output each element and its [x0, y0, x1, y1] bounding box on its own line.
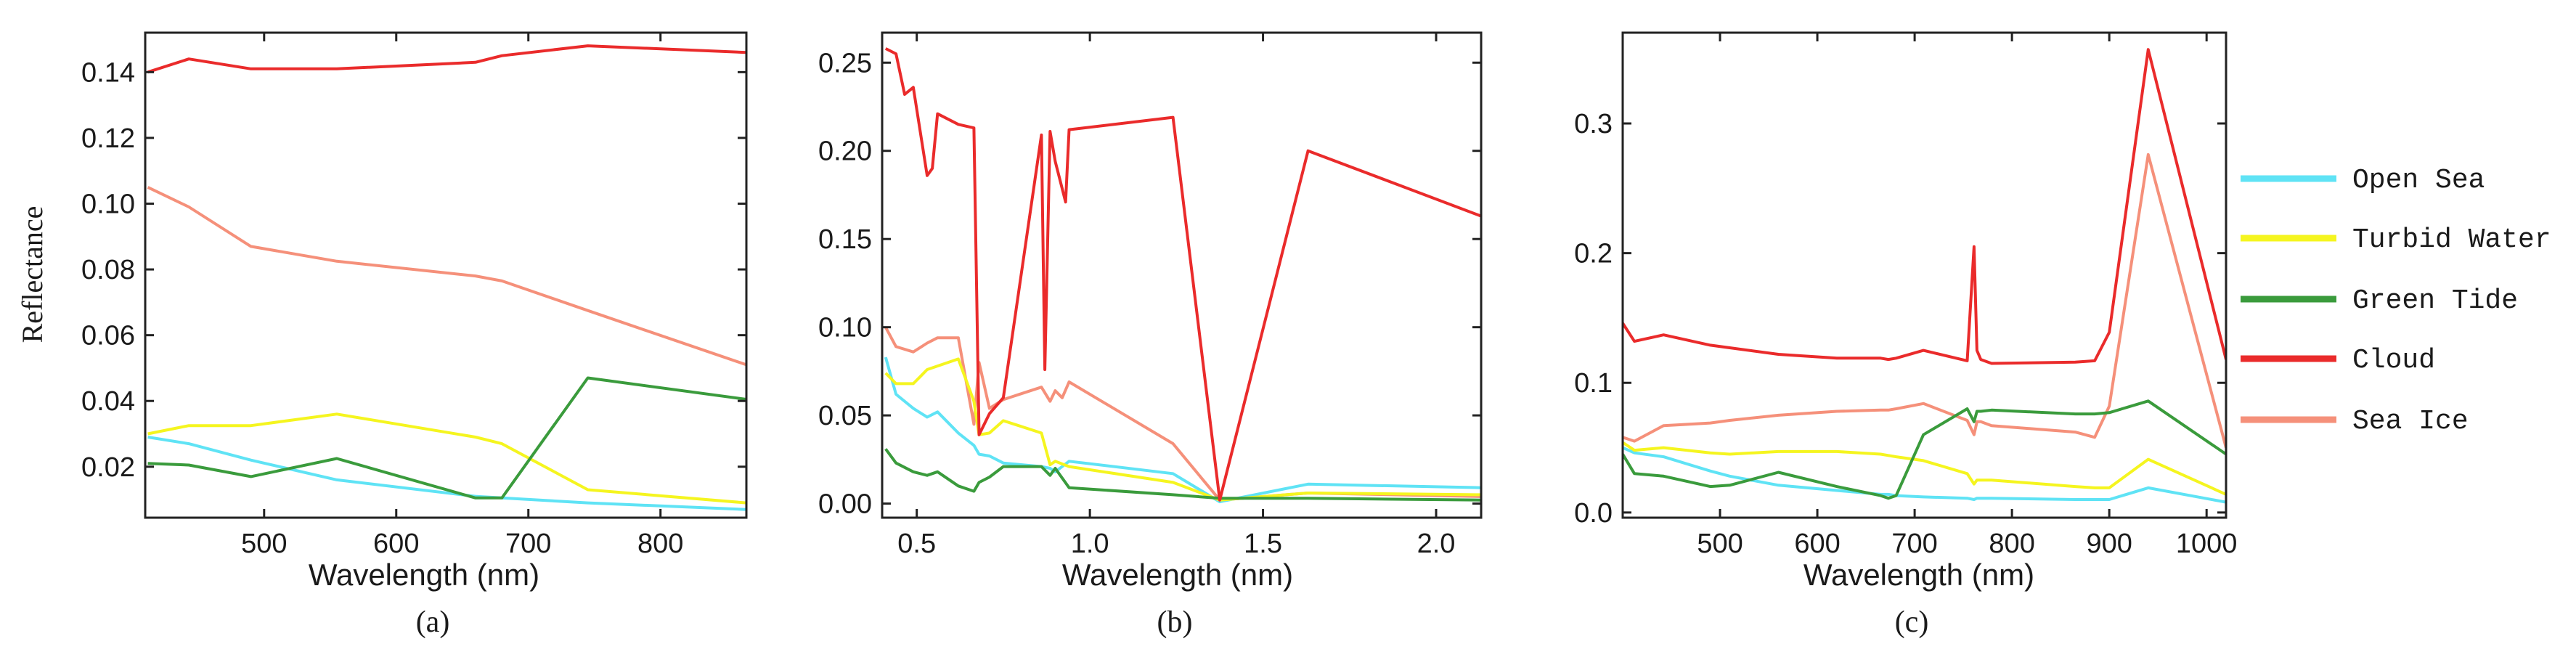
y-tick-label: 0.04	[81, 386, 135, 417]
x-tick-label: 800	[1989, 529, 2034, 559]
panel-caption-a: (a)	[416, 606, 450, 639]
plot-frame	[144, 31, 748, 519]
panel-c: 500 600 700 800 900 1000 0.0 0.1 0.2 0.3	[1574, 31, 2238, 559]
series-line-sea-ice	[147, 186, 746, 367]
series-line-cloud	[884, 47, 1481, 502]
panel-a: 500 600 700 800 0.02 0.04 0.06 0.08 0.10 0.12 0.14	[81, 31, 748, 559]
y-tick-label: 0.06	[81, 321, 135, 351]
panel-b: 0.5 1.0 1.5 2.0 0.00 0.05 0.10 0.15 0.20 0.25	[818, 31, 1483, 559]
series-group	[1623, 48, 2226, 504]
series-line-green-tide	[147, 376, 746, 500]
y-tick-label: 0.3	[1574, 109, 1613, 139]
y-axis-label: Reflectance	[16, 206, 49, 343]
plot-frame	[1621, 31, 2227, 519]
legend-label-turbid-water: Turbid Water	[2352, 224, 2551, 256]
series-line-open-sea	[147, 436, 746, 511]
series-line-turbid-water	[147, 412, 746, 505]
series-line-cloud	[147, 44, 746, 74]
x-tick-label: 1.5	[1244, 529, 1282, 559]
x-tick-label: 800	[637, 529, 683, 559]
x-axis-label-a: Wavelength (nm)	[309, 558, 539, 592]
series-line-cloud	[1623, 48, 2226, 365]
x-tick-label: 700	[505, 529, 551, 559]
panel-caption-b: (b)	[1157, 606, 1193, 639]
y-tick-label: 0.15	[818, 224, 872, 255]
y-tick-label: 0.05	[818, 401, 872, 431]
series-line-open-sea	[1623, 446, 2226, 504]
series-line-sea-ice	[1623, 152, 2226, 449]
y-tick-label: 0.10	[81, 189, 135, 219]
x-tick-label: 2.0	[1417, 529, 1456, 559]
plot-frame	[881, 31, 1483, 519]
x-tick-label: 0.5	[897, 529, 936, 559]
legend-label-cloud: Cloud	[2352, 345, 2435, 376]
y-tick-label: 0.2	[1574, 239, 1613, 269]
y-tick-label: 0.00	[818, 489, 872, 520]
x-tick-label: 900	[2086, 529, 2132, 559]
series-line-open-sea	[884, 357, 1481, 504]
series-line-green-tide	[884, 448, 1481, 502]
y-tick-label: 0.20	[818, 137, 872, 167]
series-group	[147, 44, 746, 511]
y-tick-label: 0.08	[81, 255, 135, 285]
x-tick-label: 1.0	[1071, 529, 1109, 559]
legend-label-green-tide: Green Tide	[2352, 285, 2518, 317]
legend: Open Sea Turbid Water Green Tide Cloud S…	[2241, 165, 2551, 437]
x-axis-label-b: Wavelength (nm)	[1062, 558, 1293, 592]
y-tick-label: 0.12	[81, 123, 135, 154]
y-tick-label: 0.02	[81, 452, 135, 483]
y-tick-label: 0.14	[81, 57, 135, 88]
y-tick-label: 0.1	[1574, 368, 1613, 399]
series-line-green-tide	[1623, 399, 2226, 500]
x-tick-label: 700	[1891, 529, 1937, 559]
y-tick-label: 0.10	[818, 313, 872, 343]
x-tick-label: 600	[1794, 529, 1840, 559]
legend-label-sea-ice: Sea Ice	[2352, 406, 2469, 437]
x-tick-label: 600	[373, 529, 419, 559]
x-axis-label-c: Wavelength (nm)	[1803, 558, 2034, 592]
series-group	[884, 47, 1481, 504]
x-tick-label: 500	[1697, 529, 1743, 559]
y-tick-label: 0.25	[818, 48, 872, 78]
legend-label-open-sea: Open Sea	[2352, 165, 2485, 196]
x-tick-label: 500	[241, 529, 287, 559]
series-line-turbid-water	[884, 357, 1481, 502]
x-tick-label: 1000	[2176, 529, 2238, 559]
series-line-turbid-water	[1623, 441, 2226, 496]
panel-caption-c: (c)	[1895, 606, 1929, 639]
y-tick-label: 0.0	[1574, 498, 1613, 529]
